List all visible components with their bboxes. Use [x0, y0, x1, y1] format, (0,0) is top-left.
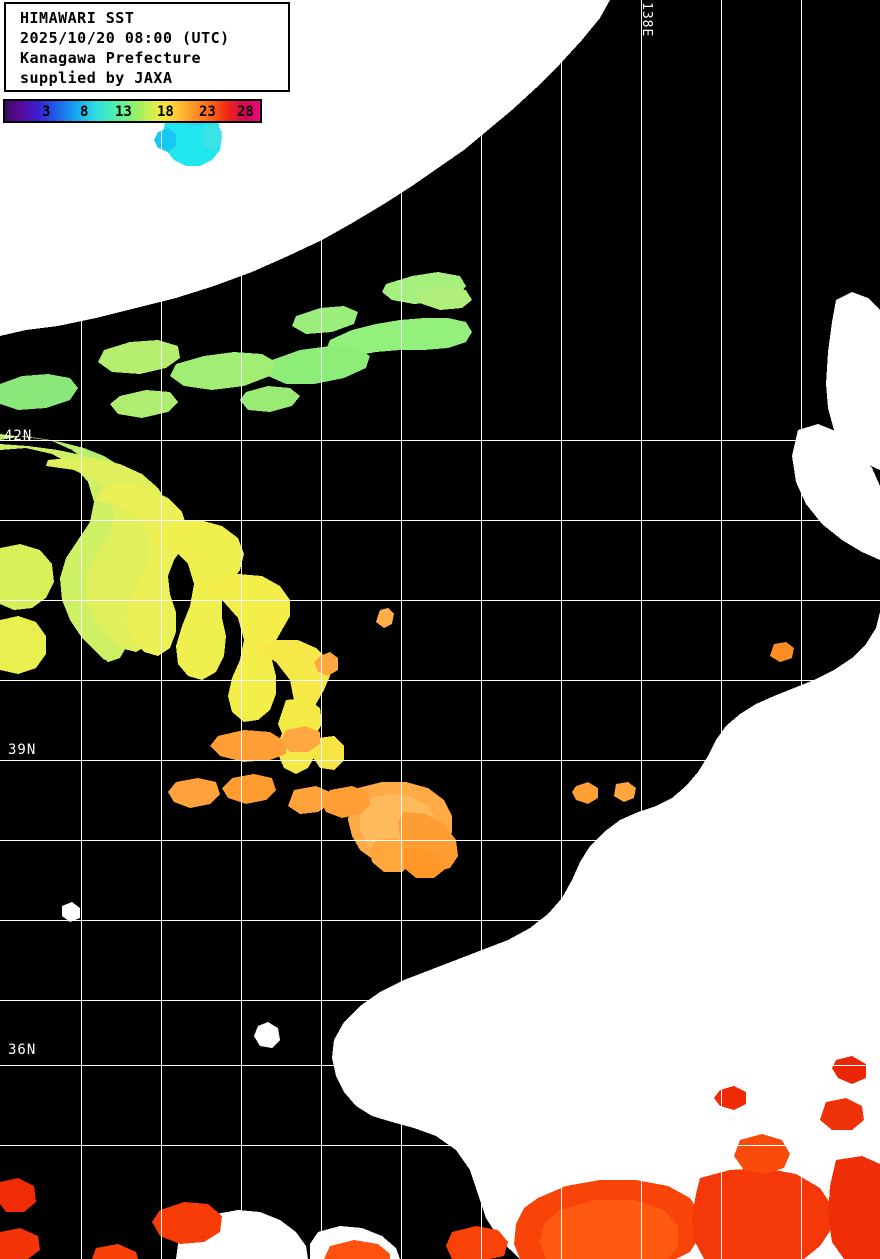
grid-line-vertical	[241, 0, 242, 1259]
grid-line-vertical	[721, 0, 722, 1259]
colorbar-tick-8: 8	[80, 104, 89, 120]
grid-line-vertical	[401, 0, 402, 1259]
colorbar-gradient	[5, 101, 260, 121]
sst-region-central-orange-eddy	[168, 608, 794, 878]
grid-line-vertical	[81, 0, 82, 1259]
grid-line-horizontal	[0, 600, 880, 601]
colorbar-tick-28: 28	[237, 104, 254, 120]
lat-label-39n: 39N	[8, 742, 37, 758]
colorbar-tick-18: 18	[157, 104, 174, 120]
grid-line-vertical	[321, 0, 322, 1259]
title-info-box: HIMAWARI SST 2025/10/20 08:00 (UTC) Kana…	[4, 2, 290, 92]
sst-region-south-warm-red	[0, 1056, 880, 1259]
grid-line-horizontal	[0, 1145, 880, 1146]
grid-line-horizontal	[0, 920, 880, 921]
title-region: Kanagawa Prefecture	[20, 49, 202, 67]
grid-line-vertical	[481, 0, 482, 1259]
grid-line-horizontal	[0, 1065, 880, 1066]
sst-colorbar: 3 8 13 18 23 28	[3, 99, 262, 123]
title-datetime: 2025/10/20 08:00 (UTC)	[20, 29, 230, 47]
colorbar-tick-23: 23	[199, 104, 216, 120]
colorbar-tick-3: 3	[42, 104, 51, 120]
grid-line-horizontal	[0, 520, 880, 521]
title-product-name: HIMAWARI SST	[20, 9, 135, 27]
grid-line-horizontal	[0, 1000, 880, 1001]
grid-line-horizontal	[0, 840, 880, 841]
sst-region-northwest-green	[0, 272, 472, 418]
grid-line-vertical	[161, 0, 162, 1259]
grid-line-horizontal	[0, 440, 880, 441]
lon-label-138e: 138E	[639, 2, 654, 38]
grid-line-vertical	[641, 0, 642, 1259]
grid-line-horizontal	[0, 680, 880, 681]
lat-label-36n: 36N	[8, 1042, 37, 1058]
lat-label-42n: 42N	[4, 428, 33, 444]
grid-line-vertical	[801, 0, 802, 1259]
sst-region-cold-cyan	[154, 100, 222, 166]
colorbar-tick-13: 13	[115, 104, 132, 120]
grid-line-horizontal	[0, 760, 880, 761]
title-source: supplied by JAXA	[20, 69, 173, 87]
grid-line-vertical	[561, 0, 562, 1259]
